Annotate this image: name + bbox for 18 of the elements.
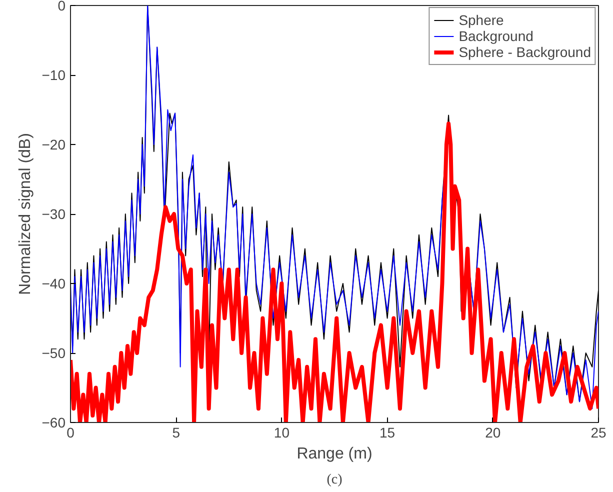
y-tick-label: −60: [42, 414, 66, 430]
legend-label: Background: [458, 28, 534, 44]
x-tick-label: 25: [590, 424, 606, 440]
x-axis-title: Range (m): [296, 446, 372, 462]
x-tick-label: 15: [380, 424, 396, 440]
x-tick-label: 5: [172, 424, 180, 440]
text: (c): [326, 472, 343, 488]
y-tick-label: −10: [42, 67, 66, 83]
y-axis-title: Normalized signal (dB): [16, 133, 34, 295]
y-tick-label: −30: [42, 206, 66, 222]
legend-label: Sphere - Background: [458, 44, 591, 60]
y-tick-label: 0: [58, 0, 66, 14]
y-tick-label: −50: [42, 345, 66, 361]
x-tick-label: 20: [485, 424, 501, 440]
x-tick-label: 10: [274, 424, 290, 440]
legend-label: Sphere: [458, 12, 504, 28]
y-tick-label: −20: [42, 136, 66, 152]
y-tick-label: −40: [42, 276, 66, 292]
